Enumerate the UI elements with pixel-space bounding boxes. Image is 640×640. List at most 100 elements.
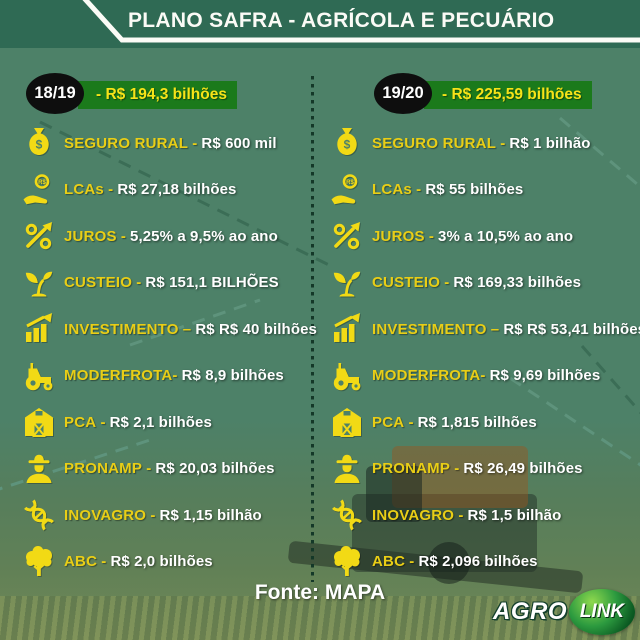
chart-growth-icon — [21, 311, 57, 347]
program-row: CUSTEIO - R$ 151,1 BILHÕES — [21, 260, 309, 307]
program-label: JUROS — [372, 227, 425, 245]
sprout-icon — [329, 265, 365, 301]
program-value: R$ 169,33 bilhões — [453, 274, 582, 292]
program-separator: - — [132, 274, 146, 292]
program-row: ABC - R$ 2,0 bilhões — [21, 539, 309, 586]
program-value: R$ 1,815 bilhões — [417, 413, 537, 431]
program-value: R$ R$ 53,41 bilhões — [503, 320, 640, 338]
program-row: INVESTIMENTO – R$ R$ 53,41 bilhões — [329, 306, 640, 353]
program-row: JUROS - 3% a 10,5% ao ano — [329, 213, 639, 260]
program-value: R$ 2,0 bilhões — [110, 553, 213, 571]
program-label: INVESTIMENTO — [372, 320, 487, 338]
percent-arrow-icon — [21, 218, 57, 254]
program-value: 5,25% a 9,5% ao ano — [130, 227, 278, 245]
program-separator: - — [404, 413, 418, 431]
program-separator: - — [172, 367, 182, 385]
harvester-wheel-silhouette — [428, 542, 470, 584]
program-row: INOVAGRO - R$ 1,5 bilhão — [329, 492, 639, 539]
crop-rows-texture — [0, 596, 640, 640]
program-label: LCAs — [372, 181, 412, 199]
period-badge-1920: 19/20 — [374, 73, 432, 114]
program-row: ABC - R$ 2,096 bilhões — [329, 539, 639, 586]
program-value: R$ 600 mil — [201, 134, 277, 152]
tree-icon — [329, 544, 365, 580]
program-value: R$ 2,096 bilhões — [418, 553, 538, 571]
farmer-icon — [329, 451, 365, 487]
agrolink-logo-link-text: LINK — [579, 601, 625, 622]
agrolink-logo-agro-text: AGRO — [493, 598, 567, 625]
program-label: ABC — [372, 553, 406, 571]
barn-icon — [329, 404, 365, 440]
barn-icon — [21, 404, 57, 440]
program-row: LCAs - R$ 27,18 bilhões — [21, 167, 309, 214]
program-value: R$ 9,69 bilhões — [489, 367, 601, 385]
hand-coin-icon — [21, 172, 57, 208]
hand-coin-icon — [329, 172, 365, 208]
chart-growth-icon — [329, 311, 365, 347]
program-label: SEGURO RURAL — [372, 134, 497, 152]
program-value: R$ 1,15 bilhão — [159, 506, 262, 524]
program-label: INOVAGRO — [372, 506, 455, 524]
program-value: R$ 20,03 bilhões — [155, 460, 275, 478]
program-row: JUROS - 5,25% a 9,5% ao ano — [21, 213, 309, 260]
program-separator: - — [496, 134, 510, 152]
program-separator: - — [424, 227, 439, 245]
total-badge-1819: - R$ 194,3 bilhões — [78, 81, 237, 109]
program-label: INOVAGRO — [64, 506, 147, 524]
header-accent-line — [82, 0, 640, 43]
harvester-cab-silhouette — [366, 466, 422, 522]
farmer-icon — [21, 451, 57, 487]
program-row: INVESTIMENTO – R$ R$ 40 bilhões — [21, 306, 317, 353]
dna-icon — [21, 497, 57, 533]
program-value: R$ 55 bilhões — [425, 181, 524, 199]
program-value: R$ 1 bilhão — [509, 134, 591, 152]
program-label: PCA — [64, 413, 97, 431]
tree-icon — [21, 544, 57, 580]
program-value: R$ 26,49 bilhões — [463, 460, 583, 478]
program-row: SEGURO RURAL - R$ 1 bilhão — [329, 120, 639, 167]
program-separator: - — [142, 460, 156, 478]
program-separator: - — [146, 506, 160, 524]
program-label: INVESTIMENTO — [64, 320, 179, 338]
program-separator: - — [116, 227, 131, 245]
program-separator: - — [96, 413, 110, 431]
program-label: CUSTEIO — [64, 274, 133, 292]
total-badge-1920: - R$ 225,59 bilhões — [424, 81, 592, 109]
program-separator: - — [405, 553, 419, 571]
program-row: PCA - R$ 2,1 bilhões — [21, 399, 309, 446]
program-label: MODERFROTA — [372, 367, 481, 385]
agrolink-logo: AGRO LINK — [493, 589, 635, 635]
program-separator: - — [450, 460, 464, 478]
program-value: R$ 1,5 bilhão — [467, 506, 562, 524]
program-separator: – — [178, 320, 196, 338]
program-row: PRONAMP - R$ 20,03 bilhões — [21, 446, 309, 493]
program-value: R$ 27,18 bilhões — [117, 181, 237, 199]
tractor-icon — [329, 358, 365, 394]
column-1920: SEGURO RURAL - R$ 1 bilhão LCAs - R$ 55 … — [329, 120, 640, 586]
program-value: R$ R$ 40 bilhões — [195, 320, 317, 338]
program-label: JUROS — [64, 227, 117, 245]
program-label: CUSTEIO — [372, 274, 441, 292]
program-row: PRONAMP - R$ 26,49 bilhões — [329, 446, 639, 493]
program-label: PCA — [372, 413, 405, 431]
program-separator: - — [454, 506, 468, 524]
program-separator: - — [480, 367, 490, 385]
column-1819: SEGURO RURAL - R$ 600 mil LCAs - R$ 27,1… — [21, 120, 317, 586]
money-bag-icon — [329, 125, 365, 161]
program-value: R$ 8,9 bilhões — [181, 367, 284, 385]
dna-icon — [329, 497, 365, 533]
program-value: 3% a 10,5% ao ano — [438, 227, 574, 245]
program-row: MODERFROTA - R$ 8,9 bilhões — [21, 353, 309, 400]
column-divider — [311, 76, 314, 582]
program-row: CUSTEIO - R$ 169,33 bilhões — [329, 260, 639, 307]
program-label: SEGURO RURAL — [64, 134, 189, 152]
money-bag-icon — [21, 125, 57, 161]
page-title: PLANO SAFRA - AGRÍCOLA E PECUÁRIO — [128, 9, 555, 32]
agrolink-globe-icon: LINK — [569, 589, 635, 635]
program-separator: - — [97, 553, 111, 571]
program-row: MODERFROTA - R$ 9,69 bilhões — [329, 353, 639, 400]
program-label: MODERFROTA — [64, 367, 173, 385]
program-separator: - — [188, 134, 202, 152]
